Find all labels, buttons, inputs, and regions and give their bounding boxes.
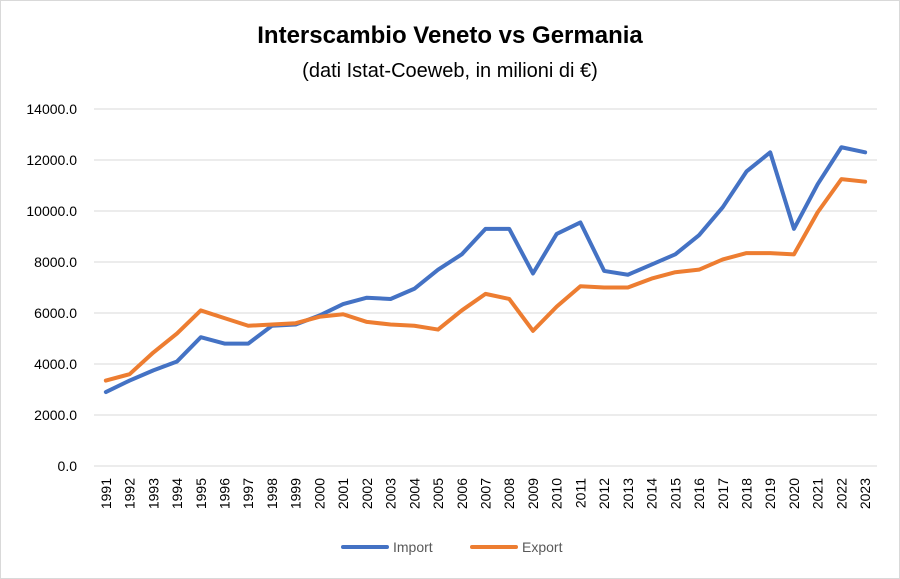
x-tick-label: 1995 [193, 478, 209, 509]
y-axis-ticks: 0.0 2000.0 4000.0 6000.0 8000.0 10000.0 12000.… [26, 101, 77, 474]
x-tick-label: 2023 [857, 478, 873, 509]
x-tick-label: 2007 [478, 478, 494, 509]
legend-label-export: Export [522, 539, 563, 555]
legend: Import Export [341, 539, 563, 555]
chart-title: Interscambio Veneto vs Germania [257, 22, 643, 49]
gridlines [94, 108, 877, 467]
x-tick-label: 2013 [620, 478, 636, 509]
y-tick-label: 8000.0 [34, 254, 77, 270]
x-tick-label: 2003 [383, 478, 399, 509]
y-tick-label: 6000.0 [34, 305, 77, 321]
x-tick-label: 1999 [288, 478, 304, 509]
x-tick-label: 2008 [501, 478, 517, 509]
x-tick-label: 2001 [335, 478, 351, 509]
x-tick-label: 2004 [406, 478, 422, 509]
x-tick-label: 2011 [572, 478, 588, 508]
x-tick-label: 2014 [644, 478, 660, 509]
x-tick-label: 2006 [454, 478, 470, 509]
x-tick-label: 2005 [430, 478, 446, 509]
x-axis-ticks: 1991 1992 1993 1994 1995 1996 1997 1998 1999 2000… [98, 478, 873, 509]
x-tick-label: 1992 [122, 478, 138, 509]
chart-subtitle: (dati Istat-Coeweb, in milioni di €) [302, 60, 598, 82]
x-tick-label: 2021 [810, 478, 826, 509]
x-tick-label: 2018 [739, 478, 755, 509]
x-tick-label: 2022 [833, 478, 849, 509]
legend-label-import: Import [393, 539, 433, 555]
series-line-import [103, 145, 868, 395]
x-tick-label: 2019 [762, 478, 778, 509]
y-tick-label: 14000.0 [26, 101, 77, 117]
x-tick-label: 2017 [715, 478, 731, 509]
y-tick-label: 0.0 [58, 458, 78, 474]
x-tick-label: 2015 [667, 478, 683, 509]
x-tick-label: 2002 [359, 478, 375, 509]
x-tick-label: 2000 [311, 478, 327, 509]
y-tick-label: 12000.0 [26, 152, 77, 168]
x-tick-label: 1997 [240, 478, 256, 509]
x-tick-label: 2009 [525, 478, 541, 509]
x-tick-label: 1994 [169, 478, 185, 509]
series-line-export [103, 177, 868, 383]
series-lines [103, 145, 868, 395]
y-tick-label: 10000.0 [26, 203, 77, 219]
x-tick-label: 2016 [691, 478, 707, 509]
x-tick-label: 2010 [549, 478, 565, 509]
x-tick-label: 2020 [786, 478, 802, 509]
x-tick-label: 1993 [145, 478, 161, 509]
y-tick-label: 4000.0 [34, 356, 77, 372]
x-tick-label: 1991 [98, 478, 114, 509]
y-tick-label: 2000.0 [34, 407, 77, 423]
x-tick-label: 2012 [596, 478, 612, 509]
x-tick-label: 1998 [264, 478, 280, 509]
x-tick-label: 1996 [217, 478, 233, 509]
